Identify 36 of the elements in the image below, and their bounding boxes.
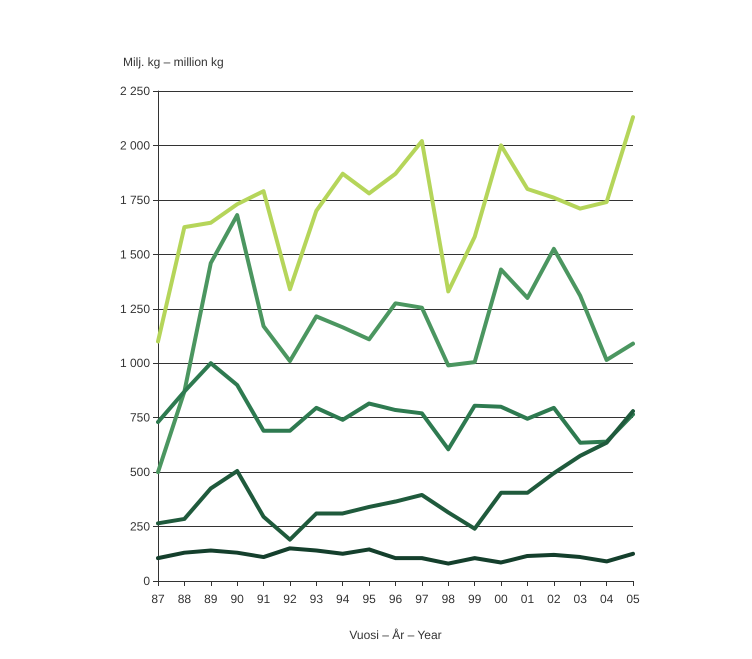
- y-tick-label: 1 250: [120, 302, 150, 316]
- x-tick-label: 05: [626, 592, 640, 606]
- y-tick-label: 2 250: [120, 84, 150, 98]
- y-tick-label: 750: [130, 410, 150, 425]
- y-tick-label: 1 500: [120, 247, 150, 262]
- x-tick-label: 93: [310, 592, 324, 606]
- x-tick-label: 88: [178, 592, 192, 606]
- y-tick-label: 500: [130, 465, 150, 480]
- line-series: [156, 409, 635, 542]
- x-tick-label: 89: [204, 592, 218, 606]
- line-series: [156, 213, 635, 474]
- x-tick-label: 92: [283, 592, 297, 606]
- x-tick-label: 03: [574, 592, 588, 606]
- x-tick-label: 01: [520, 592, 534, 606]
- y-tick-label: 1 000: [120, 356, 150, 370]
- y-tick-label: 2 000: [120, 138, 150, 152]
- x-tick-label: 96: [388, 592, 402, 606]
- x-tick-label: 95: [362, 592, 376, 606]
- x-tick-label: 99: [468, 592, 482, 606]
- x-tick-label: 98: [442, 592, 456, 606]
- x-tick-label: 94: [336, 592, 350, 606]
- x-tick-label: 04: [600, 592, 614, 606]
- x-tick-label: 00: [494, 592, 508, 606]
- x-tick-label: 90: [230, 592, 244, 606]
- line-series: [156, 361, 635, 452]
- line-series: [156, 115, 635, 344]
- x-tick-label: 87: [151, 592, 165, 606]
- y-axis-title: Milj. kg – million kg: [123, 55, 224, 69]
- x-tick-label: 97: [415, 592, 429, 606]
- x-tick-label: 02: [547, 592, 561, 606]
- x-axis-title: Vuosi – År – Year: [349, 628, 442, 642]
- x-tick-label: 91: [256, 592, 271, 606]
- y-tick-label: 250: [130, 520, 150, 534]
- y-tick-label: 0: [143, 574, 150, 588]
- line-series: [156, 546, 635, 566]
- y-tick-label: 1 750: [120, 192, 150, 207]
